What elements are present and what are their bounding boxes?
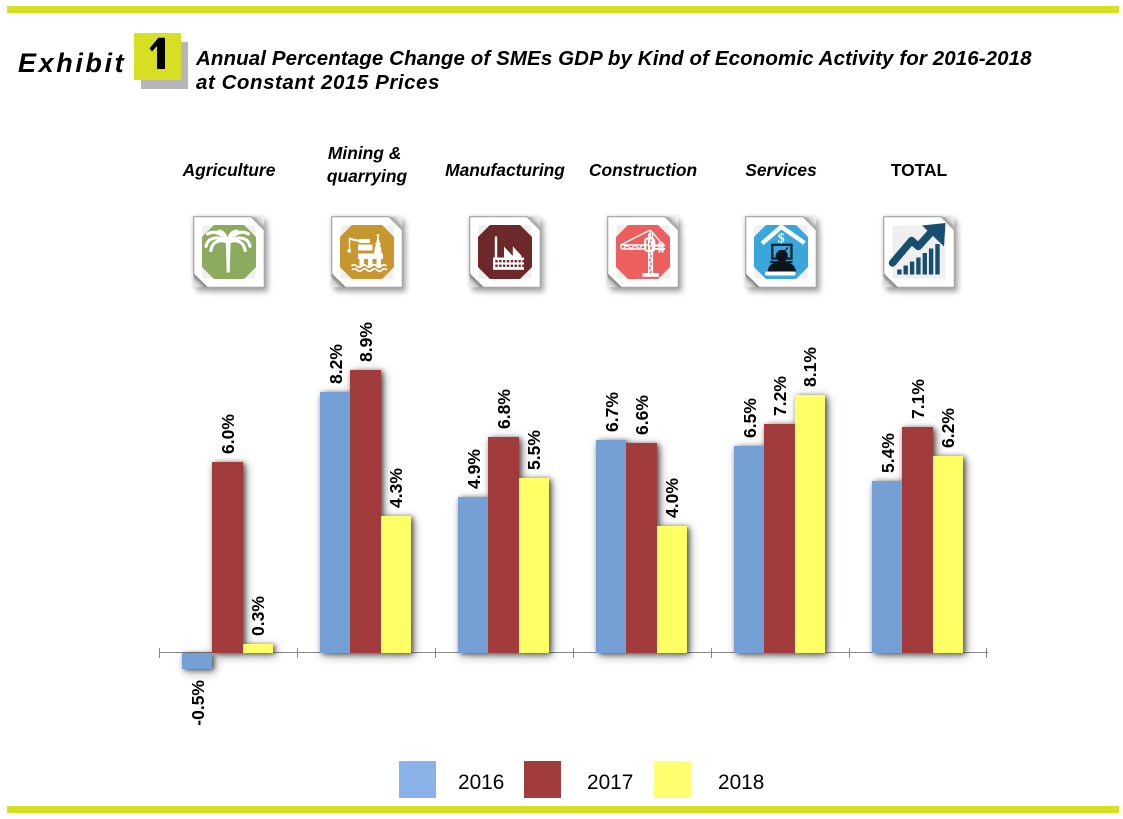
svg-text:$: $ — [778, 231, 785, 246]
